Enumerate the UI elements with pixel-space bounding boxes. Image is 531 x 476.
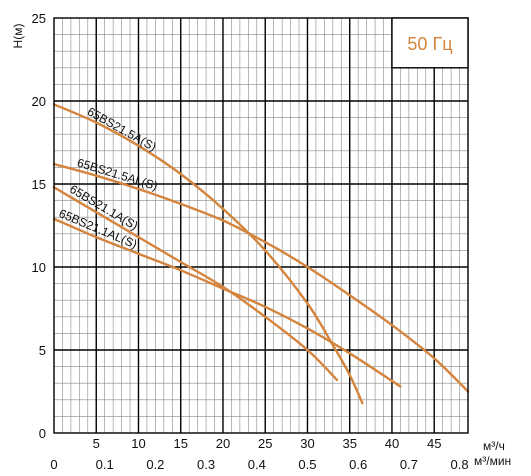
x-tick-label-primary: 15 (174, 436, 188, 451)
x-tick-label-primary: 10 (131, 436, 145, 451)
curve-labels: 65BS21.5A(S)65BS21.5AL(S)65BS21.1A(S)65B… (57, 104, 159, 251)
y-axis-label: H(м) (11, 24, 25, 49)
x-tick-label-primary: 35 (342, 436, 356, 451)
x-tick-label-secondary: 0.5 (298, 457, 316, 472)
x-tick-label-secondary: 0 (50, 457, 57, 472)
x-tick-label-secondary: 0.3 (197, 457, 215, 472)
x-tick-label-secondary: 0.2 (146, 457, 164, 472)
x-tick-label-primary: 30 (300, 436, 314, 451)
x-tick-label-primary: 40 (385, 436, 399, 451)
x-tick-label-secondary: 0.4 (248, 457, 266, 472)
series-line (52, 186, 339, 382)
y-tick-label: 25 (32, 11, 46, 26)
x-tick-label-secondary: 0.8 (451, 457, 469, 472)
x-tick-label-secondary: 0.6 (349, 457, 367, 472)
plot-frame (53, 17, 469, 434)
x-tick-label-primary: 5 (93, 436, 100, 451)
frequency-badge-text: 50 Гц (407, 34, 452, 54)
x-axis-label-secondary: м³/мин (474, 454, 511, 468)
major-grid (54, 18, 468, 433)
minor-grid (54, 18, 468, 433)
y-tick-label: 15 (32, 177, 46, 192)
x-tick-label-primary: 45 (427, 436, 441, 451)
y-tick-label: 0 (39, 426, 46, 441)
x-tick-label-secondary: 0.7 (400, 457, 418, 472)
frequency-badge: 50 Гц (391, 17, 469, 69)
y-tick-label: 20 (32, 94, 46, 109)
x-axis-label-primary: м³/ч (483, 439, 505, 453)
series-line (52, 217, 402, 388)
y-tick-label: 10 (32, 260, 46, 275)
series-line (52, 162, 470, 393)
x-tick-label-primary: 25 (258, 436, 272, 451)
y-tick-label: 5 (39, 343, 46, 358)
frequency-badge-box (391, 17, 469, 69)
performance-curves (52, 103, 470, 405)
x-tick-label-primary: 20 (216, 436, 230, 451)
tick-labels: 0 5 10 15 20 25 5 10 15 20 25 30 35 40 45 0 0.1 0.2 0.3 0.4… (32, 11, 469, 472)
x-tick-label-secondary: 0.1 (96, 457, 114, 472)
